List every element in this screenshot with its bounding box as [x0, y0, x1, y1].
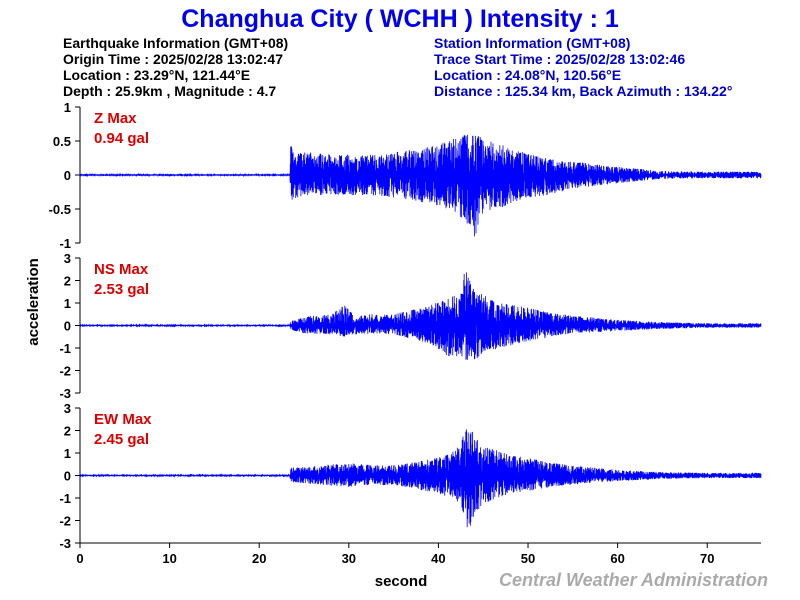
earthquake-depth-magnitude: Depth : 25.9km , Magnitude : 4.7 [63, 83, 276, 99]
station-trace-start-time: Trace Start Time : 2025/02/28 13:02:46 [434, 51, 685, 67]
x-tick-label: 20 [252, 551, 266, 566]
earthquake-info-block: Earthquake Information (GMT+08) Origin T… [63, 35, 288, 99]
max-value-ns: 2.53 gal [94, 281, 149, 298]
station-info-header: Station Information (GMT+08) [434, 35, 630, 51]
y-tick-label: 2 [64, 274, 71, 289]
x-tick-label: 40 [431, 551, 445, 566]
y-tick-label: -1 [59, 491, 71, 506]
max-label-z: Z Max [94, 110, 137, 127]
y-tick-label: 1 [64, 296, 71, 311]
panel-ns: -3 -2 -1 0 1 2 3 NS Max 2.53 gal [59, 251, 762, 401]
max-value-ew: 2.45 gal [94, 431, 149, 448]
x-tick-label: 10 [162, 551, 176, 566]
earthquake-info-header: Earthquake Information (GMT+08) [63, 35, 288, 51]
y-tick-label: -3 [59, 386, 71, 401]
y-tick-label: -3 [59, 536, 71, 551]
y-tick-label: 0 [64, 319, 71, 334]
y-tick-label: 1 [64, 446, 71, 461]
x-tick-label: 50 [521, 551, 535, 566]
y-tick-label: -1 [59, 236, 71, 251]
y-tick-label: 0 [64, 469, 71, 484]
x-tick-label: 60 [610, 551, 624, 566]
x-tick-label: 0 [76, 551, 83, 566]
x-tick-label: 70 [700, 551, 714, 566]
waveform-trace-ns [79, 272, 762, 360]
panel-ew: -3 -2 -1 0 1 2 3 EW Max 2.45 gal [59, 401, 762, 551]
y-tick-label: -0.5 [49, 202, 71, 217]
y-tick-label: 2 [64, 424, 71, 439]
y-axis-label: acceleration [25, 258, 42, 346]
waveform-trace-ew [79, 429, 762, 528]
station-location: Location : 24.08°N, 120.56°E [434, 67, 621, 83]
y-tick-label: 0.5 [53, 134, 71, 149]
x-tick-label: 30 [342, 551, 356, 566]
x-axis-label: second [375, 573, 428, 590]
y-tick-label: 3 [64, 251, 71, 266]
max-label-ns: NS Max [94, 261, 149, 278]
y-tick-label: -2 [59, 364, 71, 379]
x-axis: 0 10 20 30 40 50 60 70 [76, 542, 761, 566]
panel-z: -1 -0.5 0 0.5 1 Z Max 0.94 gal [49, 100, 762, 251]
max-label-ew: EW Max [94, 411, 152, 428]
station-distance-azimuth: Distance : 125.34 km, Back Azimuth : 134… [434, 83, 732, 99]
y-tick-label: -1 [59, 341, 71, 356]
credit-text: Central Weather Administration [499, 570, 768, 590]
y-tick-label: 0 [64, 168, 71, 183]
waveform-trace-z [79, 134, 762, 237]
max-value-z: 0.94 gal [94, 130, 149, 147]
chart-title: Changhua City ( WCHH ) Intensity : 1 [181, 5, 619, 33]
earthquake-origin-time: Origin Time : 2025/02/28 13:02:47 [63, 51, 283, 67]
y-tick-label: 1 [64, 100, 71, 115]
station-info-block: Station Information (GMT+08) Trace Start… [434, 35, 732, 99]
y-tick-label: -2 [59, 514, 71, 529]
y-tick-label: 3 [64, 401, 71, 416]
seismogram-panels: -1 -0.5 0 0.5 1 Z Max 0.94 gal -3 -2 -1 0 1 2 3 NS Max… [49, 100, 762, 551]
earthquake-location: Location : 23.29°N, 121.44°E [63, 67, 250, 83]
